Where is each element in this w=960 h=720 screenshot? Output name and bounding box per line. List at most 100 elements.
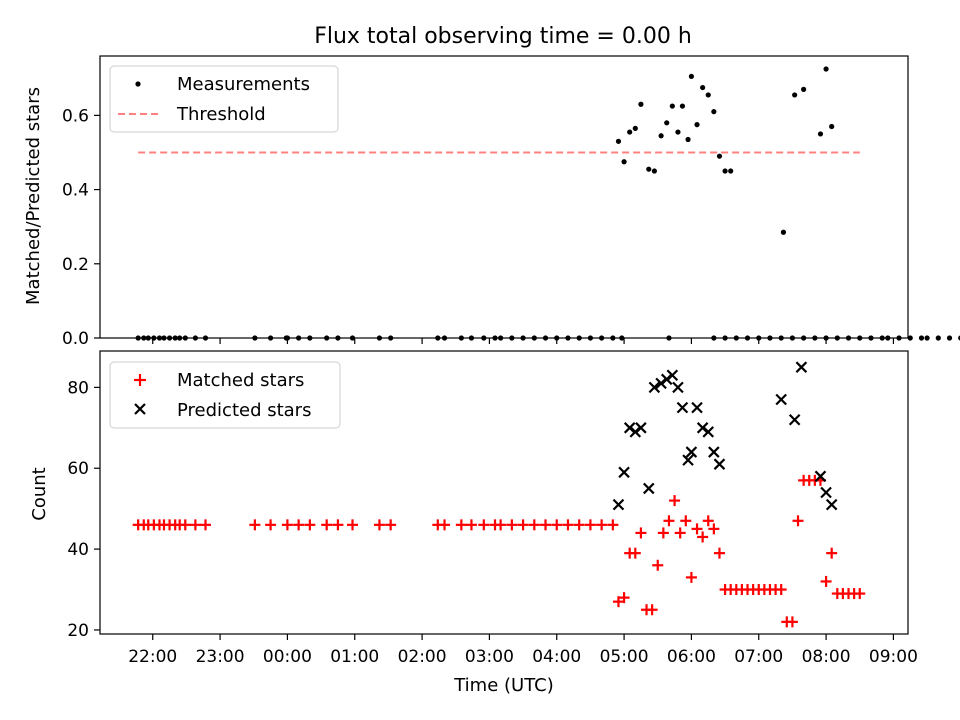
predicted-stars-point xyxy=(795,361,808,373)
predicted-stars-point xyxy=(788,413,801,426)
predicted-stars-point xyxy=(682,454,694,466)
series-bottom xyxy=(132,361,866,628)
predicted-stars-point xyxy=(775,393,787,406)
matched-stars-point xyxy=(249,519,261,531)
chart-title: Flux total observing time = 0.00 h xyxy=(314,24,692,49)
matched-stars-point xyxy=(528,519,540,531)
matched-stars-point xyxy=(189,519,201,531)
predicted-stars-point xyxy=(676,401,689,414)
measurements-point xyxy=(935,335,941,341)
predicted-stars-point xyxy=(672,381,684,394)
y-tick-label-bottom: 80 xyxy=(67,378,89,398)
measurements-point xyxy=(924,335,930,341)
predicted-stars-point xyxy=(666,369,679,382)
matched-stars-point xyxy=(674,527,686,539)
x-tick-label: 05:00 xyxy=(600,647,649,667)
predicted-stars-point xyxy=(660,373,673,386)
matched-stars-point xyxy=(562,519,574,531)
matched-stars-point xyxy=(618,592,630,604)
y-ticks-bottom: 20 40 60 80 xyxy=(67,378,100,641)
matched-stars-point xyxy=(304,519,316,531)
matched-stars-point xyxy=(786,616,798,628)
y-axis-label-top: Matched/Predicted stars xyxy=(23,87,44,305)
measurements-point xyxy=(700,84,706,91)
matched-stars-point xyxy=(332,519,344,531)
matched-stars-point xyxy=(820,575,832,587)
predicted-stars-point xyxy=(642,482,655,495)
matched-stars-point xyxy=(573,519,585,531)
matched-stars-point xyxy=(607,519,619,531)
matched-stars-point xyxy=(584,519,596,531)
predicted-stars-point xyxy=(623,422,636,434)
matched-stars-point xyxy=(657,527,669,539)
matched-stars-point xyxy=(265,519,277,531)
matched-stars-point xyxy=(293,519,305,531)
matched-stars-point xyxy=(495,519,507,531)
x-tick-label: 06:00 xyxy=(667,647,716,667)
matched-stars-point xyxy=(596,519,608,531)
measurements-point xyxy=(688,73,695,80)
predicted-stars-point xyxy=(685,446,698,458)
predicted-stars-point xyxy=(691,401,703,414)
measurements-point xyxy=(918,335,925,341)
legend-label-matched: Matched stars xyxy=(177,370,304,391)
predicted-stars-point xyxy=(629,426,642,438)
x-tick-label: 03:00 xyxy=(465,647,514,667)
predicted-stars-point xyxy=(814,470,827,483)
predicted-stars-point xyxy=(820,486,832,499)
legend-bottom: Matched stars Predicted stars xyxy=(109,361,341,429)
measurements-point xyxy=(658,133,664,139)
y-tick-label-bottom: 40 xyxy=(67,540,89,560)
panel-bottom: Count Time (UTC) 20 40 60 80 22:00 23:00 00:0… xyxy=(29,338,918,696)
matched-stars-point xyxy=(551,519,563,531)
measurements-point xyxy=(638,101,644,107)
measurements-point xyxy=(685,136,691,143)
matched-stars-point xyxy=(646,604,658,616)
measurements-point xyxy=(664,120,670,126)
y-tick-label-top: 0.6 xyxy=(62,106,89,126)
measurements-point xyxy=(615,138,622,144)
measurements-point xyxy=(632,125,638,131)
measurements-point xyxy=(711,109,717,115)
x-tick-label: 09:00 xyxy=(869,647,918,667)
matched-stars-point xyxy=(199,519,211,531)
x-tick-label: 08:00 xyxy=(802,647,851,667)
x-tick-label: 07:00 xyxy=(734,647,783,667)
legend-marker-matched xyxy=(134,374,146,386)
predicted-stars-point xyxy=(648,381,661,394)
matched-stars-point xyxy=(321,519,333,531)
matched-stars-point xyxy=(792,515,804,527)
y-tick-label-top: 0.2 xyxy=(62,255,89,275)
matched-stars-point xyxy=(685,571,697,583)
matched-stars-point xyxy=(635,527,647,539)
matched-stars-point xyxy=(691,523,703,535)
x-tick-label: 23:00 xyxy=(196,647,245,667)
y-ticks-top: 0.0 0.2 0.4 0.6 xyxy=(62,106,100,349)
legend-label-threshold: Threshold xyxy=(176,104,266,125)
measurements-point xyxy=(907,335,913,341)
matched-stars-point xyxy=(669,495,681,507)
x-tick-label: 04:00 xyxy=(532,647,581,667)
predicted-stars-point xyxy=(612,498,625,511)
legend-label-predicted: Predicted stars xyxy=(177,400,311,421)
legend-box-bottom xyxy=(109,361,341,429)
x-tick-label: 22:00 xyxy=(128,647,177,667)
predicted-stars-point xyxy=(618,466,630,479)
measurements-point xyxy=(823,66,829,72)
x-tick-label: 02:00 xyxy=(398,647,447,667)
matched-stars-point xyxy=(347,519,358,531)
y-tick-label-bottom: 20 xyxy=(67,621,89,641)
matched-stars-point xyxy=(455,519,467,531)
matched-stars-point xyxy=(465,519,477,531)
legend-top: Measurements Threshold xyxy=(109,65,339,133)
measurements-point xyxy=(627,129,633,135)
matched-stars-point xyxy=(652,559,664,571)
matched-stars-point xyxy=(439,519,451,531)
legend-label-measurements: Measurements xyxy=(177,74,310,95)
legend-marker-measurements xyxy=(135,81,141,87)
x-tick-label: 00:00 xyxy=(263,647,312,667)
legend-box-top xyxy=(109,65,339,133)
legend-marker-predicted xyxy=(134,403,146,415)
predicted-stars-point xyxy=(696,422,709,434)
measurements-point xyxy=(694,122,700,128)
